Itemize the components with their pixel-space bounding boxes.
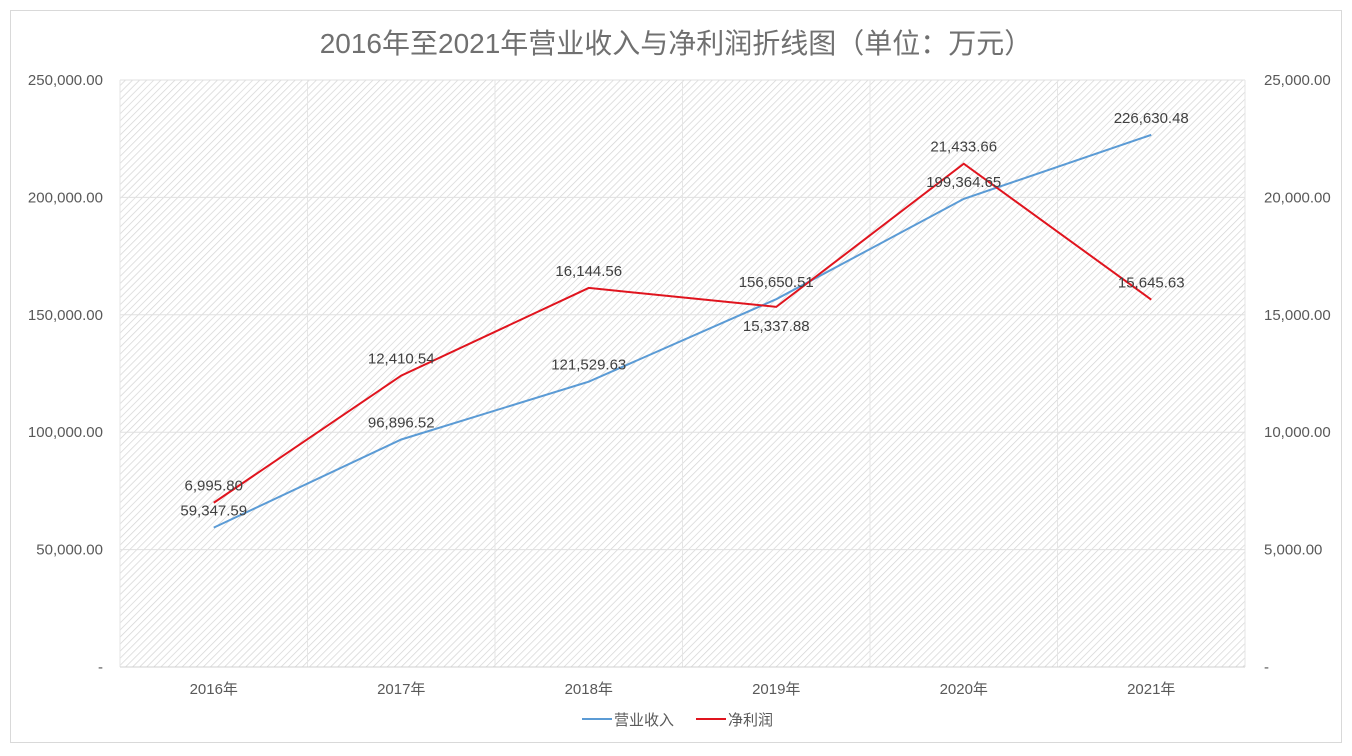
y-left-tick-label: 100,000.00	[28, 424, 103, 441]
y-left-tick-label: 250,000.00	[28, 72, 103, 89]
y-left-tick-label: 150,000.00	[28, 307, 103, 324]
x-tick-label: 2019年	[752, 681, 800, 698]
data-label: 16,144.56	[555, 263, 622, 280]
legend: 营业收入 净利润	[582, 712, 773, 729]
data-label: 59,347.59	[180, 503, 247, 520]
y-right-tick-label: 5,000.00	[1264, 542, 1322, 559]
data-label: 15,645.63	[1118, 275, 1185, 292]
chart-title: 2016年至2021年营业收入与净利润折线图（单位：万元）	[320, 28, 1033, 59]
y-right-tick-label: 10,000.00	[1264, 424, 1331, 441]
y-right-tick-label: 20,000.00	[1264, 189, 1331, 206]
data-label: 12,410.54	[368, 351, 435, 368]
data-label: 6,995.80	[185, 478, 243, 495]
y-right-tick-label: 25,000.00	[1264, 72, 1331, 89]
data-label: 96,896.52	[368, 414, 435, 431]
y-right-tick-label: -	[1264, 659, 1269, 676]
data-label: 226,630.48	[1114, 110, 1189, 127]
y-left-tick-label: 50,000.00	[36, 542, 103, 559]
x-tick-label: 2017年	[377, 681, 425, 698]
data-label: 121,529.63	[551, 357, 626, 374]
series-line-2	[213, 162, 1152, 504]
x-tick-label: 2020年	[940, 681, 988, 698]
data-label: 156,650.51	[739, 274, 814, 291]
y-left-tick-label: -	[98, 659, 103, 676]
y-right-tick-label: 15,000.00	[1264, 307, 1331, 324]
x-tick-label: 2021年	[1127, 681, 1175, 698]
data-label: 199,364.65	[926, 174, 1001, 191]
legend-label: 净利润	[728, 712, 773, 729]
legend-label: 营业收入	[614, 712, 674, 729]
series-line-1	[213, 133, 1152, 529]
data-label: 21,433.66	[930, 139, 997, 156]
x-tick-label: 2018年	[565, 681, 613, 698]
data-label: 15,337.88	[743, 318, 810, 335]
x-tick-label: 2016年	[190, 681, 238, 698]
y-left-tick-label: 200,000.00	[28, 189, 103, 206]
